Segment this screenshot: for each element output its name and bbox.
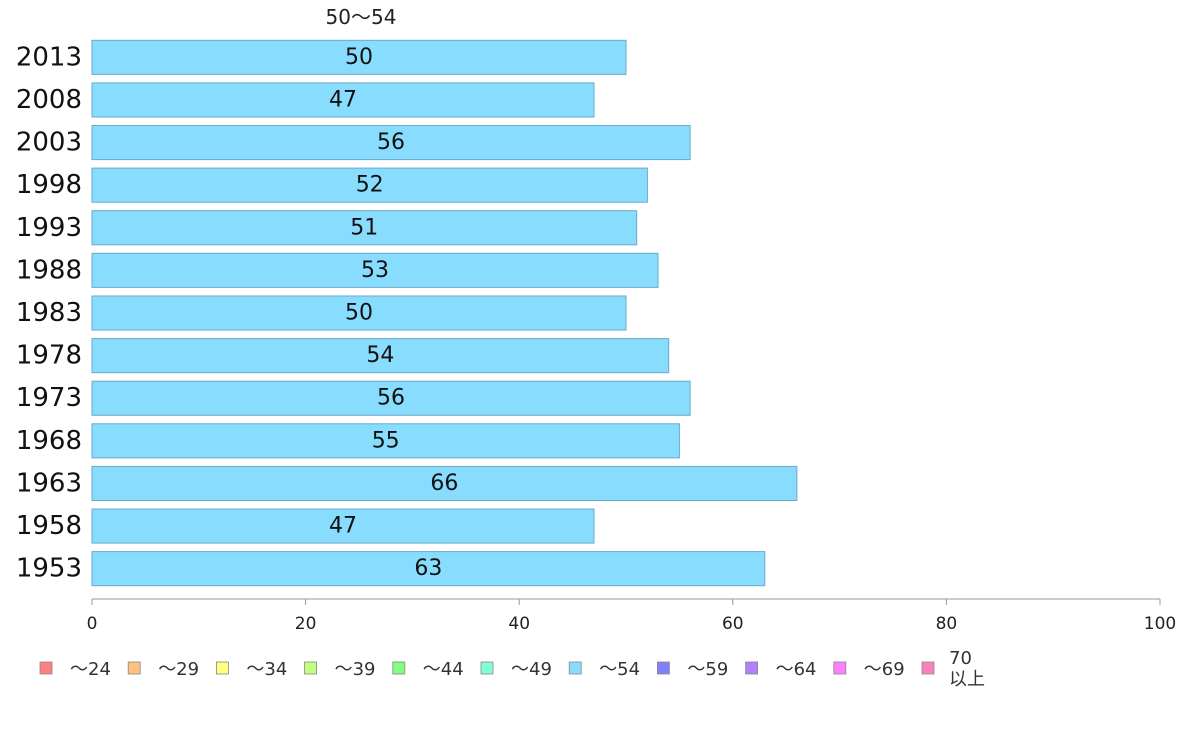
legend-label: 〜59 xyxy=(687,659,728,680)
y-tick-label: 1983 xyxy=(16,298,82,328)
bar-1998 xyxy=(91,167,648,203)
x-axis: 0 20 40 60 80 100 xyxy=(87,598,1176,634)
legend-swatch xyxy=(39,661,53,675)
bar-value-label: 55 xyxy=(372,428,400,453)
bar-1983 xyxy=(91,295,627,331)
legend-swatch xyxy=(568,661,582,675)
y-tick-label: 2008 xyxy=(16,85,82,115)
y-tick-label: 1988 xyxy=(16,255,82,285)
legend-label: 〜49 xyxy=(511,659,552,680)
legend-label: 〜29 xyxy=(158,659,199,680)
legend-label: 〜34 xyxy=(246,659,287,680)
bar-value-label: 51 xyxy=(350,215,378,240)
chart-title: 50〜54 xyxy=(326,5,397,29)
bar-1953 xyxy=(91,551,766,587)
legend-swatch xyxy=(921,661,935,675)
legend-swatch xyxy=(127,661,141,675)
legend-swatch xyxy=(215,661,229,675)
bar-value-label: 63 xyxy=(414,556,442,581)
bar-1968 xyxy=(91,423,680,459)
bar-1988 xyxy=(91,252,659,288)
legend-swatch xyxy=(657,661,670,675)
legend-swatch xyxy=(745,661,758,675)
bar-value-label: 54 xyxy=(366,343,394,368)
legend-item: 〜24 xyxy=(39,659,111,680)
legend-item: 〜44 xyxy=(392,659,464,680)
y-tick-label: 1973 xyxy=(16,383,82,413)
y-tick-label: 1958 xyxy=(16,511,82,541)
bar-1958 xyxy=(91,508,595,544)
bar-value-label: 56 xyxy=(377,130,405,155)
legend-item: 〜59 xyxy=(657,659,728,680)
legend-item: 〜69 xyxy=(833,659,905,680)
bar-value-label: 66 xyxy=(430,471,458,496)
x-tick-label: 0 xyxy=(87,614,98,634)
bar-2003 xyxy=(91,125,691,161)
x-tick-label: 100 xyxy=(1144,614,1176,634)
x-tick-label: 40 xyxy=(508,614,530,634)
legend-item: 70 以上 xyxy=(921,648,985,690)
legend-label: 〜69 xyxy=(864,659,905,680)
legend-label: 〜54 xyxy=(599,659,640,680)
y-tick-label: 1978 xyxy=(16,341,82,371)
x-tick-label: 20 xyxy=(295,614,317,634)
legend-label: 〜64 xyxy=(776,659,817,680)
y-tick-label: 2003 xyxy=(16,128,82,158)
bar-value-label: 52 xyxy=(356,173,384,198)
bar-value-label: 47 xyxy=(329,87,357,112)
legend-swatch xyxy=(392,661,406,675)
bar-value-label: 50 xyxy=(345,301,373,326)
bar-value-label: 53 xyxy=(361,258,389,283)
legend-item: 〜29 xyxy=(127,659,199,680)
y-tick-label: 1953 xyxy=(16,554,82,584)
bar-value-label: 47 xyxy=(329,514,357,539)
legend-item: 〜39 xyxy=(304,659,376,680)
legend-item: 〜34 xyxy=(215,659,287,680)
legend: 〜24 〜29 〜34 〜39 〜44 〜49 〜54 〜59 〜64 〜69 70 以上 xyxy=(39,648,985,690)
x-tick-label: 80 xyxy=(936,614,958,634)
bar-2008 xyxy=(91,82,595,118)
bar-value-label: 56 xyxy=(377,386,405,411)
legend-item: 〜64 xyxy=(745,659,817,680)
legend-label: 〜24 xyxy=(70,659,111,680)
legend-swatch xyxy=(304,661,318,675)
bar-1963 xyxy=(91,465,798,501)
legend-label: 70 以上 xyxy=(949,648,985,690)
bar-1993 xyxy=(91,210,638,246)
legend-swatch xyxy=(480,661,494,675)
legend-item: 〜54 xyxy=(568,659,640,680)
bar-2013 xyxy=(91,39,627,75)
bar-1973 xyxy=(91,380,691,416)
legend-swatch xyxy=(833,661,847,675)
y-tick-label: 1963 xyxy=(16,469,82,499)
y-tick-label: 1998 xyxy=(16,170,82,200)
y-tick-label: 1993 xyxy=(16,213,82,243)
y-tick-label: 2013 xyxy=(16,42,82,72)
legend-label: 〜39 xyxy=(335,659,376,680)
bar-1978 xyxy=(91,338,670,374)
bars-group: 2013 50 2008 47 2003 56 1998 52 1993 51 1988 53 1983… xyxy=(16,39,798,587)
y-tick-label: 1968 xyxy=(16,426,82,456)
legend-label: 〜44 xyxy=(423,659,464,680)
bar-value-label: 50 xyxy=(345,45,373,70)
legend-item: 〜49 xyxy=(480,659,552,680)
x-tick-label: 60 xyxy=(722,614,744,634)
